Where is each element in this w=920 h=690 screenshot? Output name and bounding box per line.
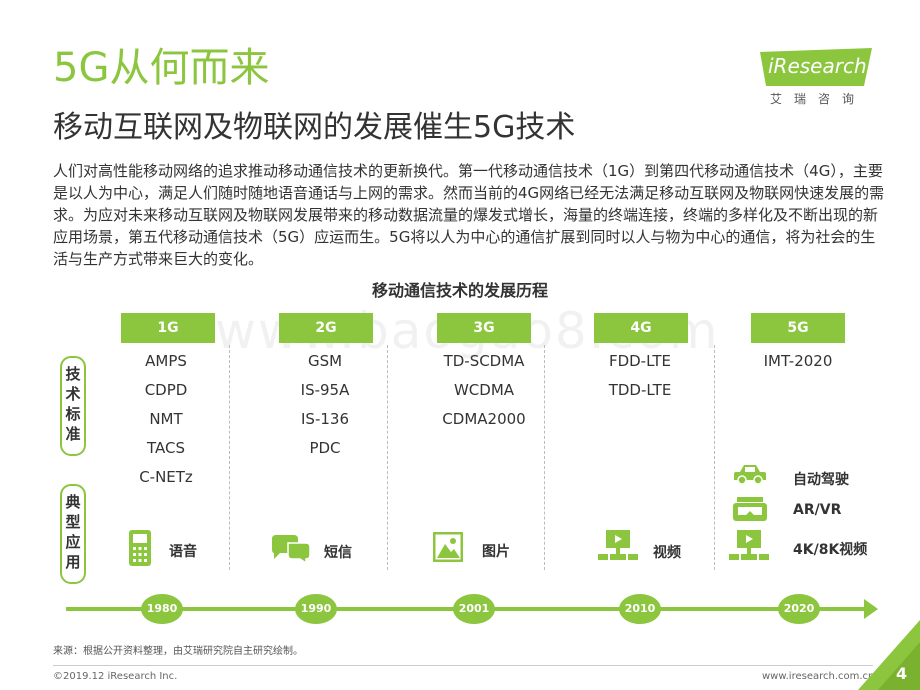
standard-item: CDPD xyxy=(144,381,188,399)
side-label-box-apps xyxy=(60,484,86,584)
standard-item: WCDMA xyxy=(453,381,515,399)
generation-label-3g: 3G xyxy=(437,313,531,343)
logo-text: iResearch xyxy=(768,54,867,78)
logo-background-shape xyxy=(760,48,872,86)
vr-headset-icon xyxy=(733,497,767,521)
side-label-tech: 技术标准 xyxy=(62,364,84,444)
standard-item: GSM xyxy=(307,352,343,370)
picture-icon xyxy=(433,532,463,562)
column-divider xyxy=(229,345,230,570)
column-divider xyxy=(544,345,545,570)
timeline-arrow xyxy=(864,599,878,619)
page-title: 5G从何而来 xyxy=(53,45,270,91)
corner-decoration xyxy=(858,620,920,690)
chat-bubbles-icon xyxy=(272,535,311,563)
video-screen-icon xyxy=(729,530,769,560)
column-divider xyxy=(714,345,715,570)
generation-label-2g: 2G xyxy=(279,313,373,343)
year-marker-2010: 2010 xyxy=(619,594,661,624)
video-screen-icon xyxy=(598,530,638,560)
standard-item: AMPS xyxy=(145,352,187,370)
standard-item: IS-95A xyxy=(300,381,350,399)
app-label: 短信 xyxy=(324,545,352,561)
car-icon xyxy=(734,465,766,485)
standard-item: TDD-LTE xyxy=(608,381,672,399)
iresearch-logo: iResearch xyxy=(760,48,872,86)
standard-item: FDD-LTE xyxy=(608,352,672,370)
intro-paragraph: 人们对高性能移动网络的追求推动移动通信技术的更新换代。第一代移动通信技术（1G）… xyxy=(53,162,885,268)
year-marker-1980: 1980 xyxy=(141,594,183,624)
generation-label-1g: 1G xyxy=(121,313,215,343)
phone-icon xyxy=(129,530,151,566)
generation-label-5g: 5G xyxy=(751,313,845,343)
chart-title: 移动通信技术的发展历程 xyxy=(371,281,548,300)
app-label: 4K/8K视频 xyxy=(793,542,868,558)
standard-item: IS-136 xyxy=(301,410,349,428)
logo-subtext: 艾瑞咨询 xyxy=(770,92,867,106)
app-label: 语音 xyxy=(169,544,197,560)
column-divider xyxy=(387,345,388,570)
standard-item: PDC xyxy=(309,439,341,457)
app-label: 视频 xyxy=(653,545,681,561)
app-label: 图片 xyxy=(482,544,510,560)
year-marker-2001: 2001 xyxy=(453,594,495,624)
standard-item: TD-SCDMA xyxy=(443,352,525,370)
app-label: 自动驾驶 xyxy=(793,472,849,488)
side-label-apps-text: 典型应用 xyxy=(65,493,81,571)
generation-label-4g: 4G xyxy=(594,313,688,343)
app-label: AR/VR xyxy=(793,502,842,518)
standard-item: NMT xyxy=(149,410,183,428)
page-number: 4 xyxy=(896,664,908,683)
side-label-box-tech xyxy=(60,356,86,456)
year-marker-1990: 1990 xyxy=(295,594,337,624)
source-note: 来源：根据公开资料整理，由艾瑞研究院自主研究绘制。 xyxy=(53,646,303,657)
standard-item: TACS xyxy=(147,439,185,457)
standard-item: C-NETz xyxy=(139,468,193,486)
side-label-apps: 典型应用 xyxy=(62,492,84,572)
year-marker-2020: 2020 xyxy=(778,594,820,624)
standard-item: CDMA2000 xyxy=(442,410,526,428)
page-subtitle: 移动互联网及物联网的发展催生5G技术 xyxy=(53,110,576,145)
footer-divider xyxy=(53,665,873,666)
copyright-text: ©2019.12 iResearch Inc. xyxy=(53,671,178,682)
side-label-tech-text: 技术标准 xyxy=(65,365,81,443)
standard-item: IMT-2020 xyxy=(763,352,833,370)
website-link[interactable]: www.iresearch.com.cn xyxy=(762,671,875,682)
